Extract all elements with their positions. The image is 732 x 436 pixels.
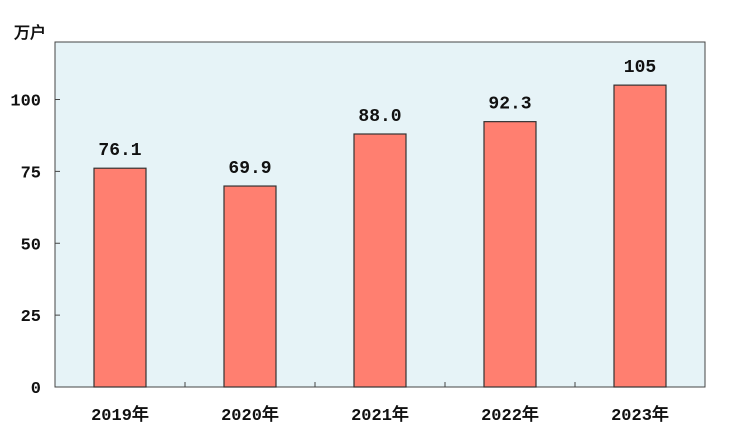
x-axis: 2019年 2020年 2021年 2022年 2023年 [91,382,669,426]
data-label: 105 [624,58,656,78]
bar-5 [613,84,667,388]
y-axis-unit-label: 万户 [13,23,46,42]
y-tick-label: 100 [10,93,41,112]
y-tick-label: 25 [21,308,41,327]
data-label: 69.9 [228,159,271,179]
y-tick-label: 50 [21,236,41,255]
bar-3 [353,133,407,388]
data-labels: 76.1 69.9 88.0 92.3 105 [98,58,656,179]
data-label: 76.1 [98,141,141,161]
x-tick-label: 2022年 [481,404,539,426]
bar-1 [93,167,147,388]
y-tick-label: 0 [31,380,41,399]
x-tick-label: 2023年 [611,404,669,426]
x-tick-label: 2020年 [221,404,279,426]
y-tick-label: 75 [21,164,41,183]
x-tick-label: 2019年 [91,404,149,426]
bar-2 [223,185,277,388]
bar-4 [483,121,537,388]
y-axis: 0 25 50 75 100 [10,93,60,399]
data-label: 88.0 [358,107,401,127]
x-tick-label: 2021年 [351,404,409,426]
bar-series [93,84,667,388]
data-label: 92.3 [488,95,531,115]
